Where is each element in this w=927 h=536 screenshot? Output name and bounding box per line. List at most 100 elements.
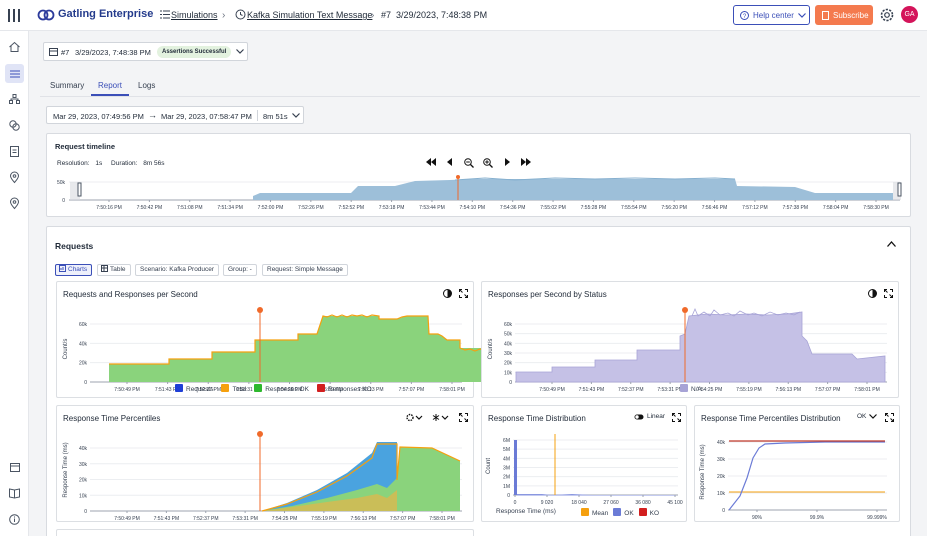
percentiles-y-tick: 30k xyxy=(79,462,88,468)
percentiles-y-tick: 0 xyxy=(84,509,87,515)
legend-item-ko[interactable]: Responses KO xyxy=(316,384,372,393)
packages-icon[interactable] xyxy=(7,118,22,133)
info-icon[interactable] xyxy=(7,512,22,527)
rps-legend: Requests Total Responses OK Responses KO xyxy=(175,384,372,393)
asterisk-dropdown[interactable] xyxy=(432,413,450,422)
settings-gear-icon[interactable] xyxy=(879,7,895,23)
document-icon[interactable] xyxy=(7,144,22,159)
legend-item-requests[interactable]: Requests xyxy=(175,384,213,393)
breadcrumb-simulations[interactable]: Simulations xyxy=(171,10,218,20)
range-divider xyxy=(257,110,258,121)
status-x-label: 7:55:19 PM xyxy=(736,387,762,393)
timeline-x-label: 7:57:38 PM xyxy=(782,205,808,211)
percentiles-x-label: 7:51:43 PM xyxy=(154,516,180,522)
timeline-area-jitter xyxy=(454,177,736,181)
user-avatar[interactable]: GA xyxy=(901,6,918,23)
legend-item-total[interactable]: Total xyxy=(221,384,246,393)
table-toggle-button[interactable]: Table xyxy=(97,264,131,276)
location-pin-icon[interactable] xyxy=(7,170,22,185)
svg-text:?: ? xyxy=(743,14,747,20)
distribution-chart[interactable]: Count 6M 5M 4M 3M 2M 1M 0 0 9 020 18 040 27 060 36… xyxy=(482,428,688,523)
tab-report[interactable]: Report xyxy=(98,81,123,90)
collapse-chevron-up-icon[interactable] xyxy=(887,241,896,247)
status-y-tick: 10k xyxy=(504,370,513,376)
legend-item-ok[interactable]: Responses OK xyxy=(254,384,309,393)
scenario-filter[interactable]: Scenario: Kafka Producer xyxy=(135,264,220,276)
calendar-icon[interactable] xyxy=(7,459,22,474)
mean-swatch xyxy=(581,508,589,516)
zoom-in-icon[interactable] xyxy=(483,158,493,168)
tabs-divider xyxy=(40,96,920,97)
help-center-button[interactable]: ? Help center xyxy=(733,5,810,25)
dist-y-tick: 6M xyxy=(503,438,510,444)
expand-icon[interactable] xyxy=(885,413,894,422)
organization-icon[interactable] xyxy=(7,91,22,106)
timeline-marker-head xyxy=(456,175,460,179)
percentiles-chart[interactable]: Response Time (ms) 40k 30k 20k 10k 0 7:50:49… xyxy=(57,428,475,523)
breadcrumb-simulation[interactable]: Kafka Simulation Text Message xyxy=(247,10,373,20)
linear-toggle[interactable]: Linear xyxy=(634,413,665,420)
tab-logs[interactable]: Logs xyxy=(138,81,156,90)
run-label: #7 xyxy=(61,48,70,57)
private-location-icon[interactable] xyxy=(7,196,22,211)
fast-forward-icon[interactable] xyxy=(521,158,531,168)
theme-toggle-icon[interactable] xyxy=(443,289,452,298)
timeline-handle-left[interactable] xyxy=(77,182,82,197)
arrow-right-icon: → xyxy=(148,110,157,120)
rps-x-label: 7:50:49 PM xyxy=(114,387,140,393)
legend-item-ok[interactable]: OK xyxy=(613,508,634,517)
distribution-tail xyxy=(517,494,676,496)
percentiles-distribution-panel: Response Time Percentiles Distribution O… xyxy=(694,405,900,522)
date-range-selector[interactable]: Mar 29, 2023, 07:49:56 PM → Mar 29, 2023… xyxy=(46,106,304,124)
percentiles-distribution-chart[interactable]: Response Time (ms) 40k 30k 20k 10k 0 90% 99.9… xyxy=(695,428,901,523)
status-marker-head xyxy=(682,307,688,313)
ko-swatch xyxy=(316,384,325,392)
timeline-x-label: 7:50:42 PM xyxy=(137,205,163,211)
status-y-tick: 40k xyxy=(504,341,513,347)
run-selector[interactable]: #7 3/29/2023, 7:48:38 PM Assertions Succ… xyxy=(43,42,248,61)
timeline-x-label: 7:52:26 PM xyxy=(298,205,324,211)
percentiles-mid-area xyxy=(262,490,397,511)
expand-icon[interactable] xyxy=(884,289,893,298)
breadcrumb-separator-icon: › xyxy=(371,10,375,21)
request-filter[interactable]: Request: Simple Message xyxy=(262,264,348,276)
rps-panel: Requests and Responses per Second Count/… xyxy=(56,281,508,398)
na-swatch xyxy=(680,384,688,392)
legend-item-ko[interactable]: KO xyxy=(638,508,659,517)
status-y-tick: 20k xyxy=(504,361,513,367)
legend-item-na[interactable]: N/A xyxy=(680,384,702,393)
timeline-x-label: 7:53:18 PM xyxy=(379,205,405,211)
home-icon[interactable] xyxy=(7,39,22,54)
step-backward-icon[interactable] xyxy=(445,158,455,168)
percentiles-y-tick: 10k xyxy=(79,493,88,499)
expand-icon[interactable] xyxy=(459,413,468,422)
dist-x-label: 45 100 xyxy=(667,500,683,506)
step-forward-icon[interactable] xyxy=(502,158,512,168)
book-icon[interactable] xyxy=(7,485,22,500)
rps-ok-area xyxy=(109,316,507,382)
timeline-chart[interactable]: 50k 0 7:50:16 PM 7:50:42 PM 7:51:08 PM 7:51… xyxy=(55,172,905,212)
charts-toggle-button[interactable]: Charts xyxy=(55,264,93,276)
legend-item-mean[interactable]: Mean xyxy=(581,508,608,517)
tab-summary[interactable]: Summary xyxy=(50,81,85,90)
subscribe-button[interactable]: Subscribe xyxy=(815,5,873,25)
simulations-nav-icon[interactable] xyxy=(5,64,24,83)
theme-toggle-icon[interactable] xyxy=(868,289,877,298)
timeline-handle-right[interactable] xyxy=(897,182,902,197)
timeline-x-label: 7:52:52 PM xyxy=(338,205,364,211)
percentiles-x-label: 7:54:25 PM xyxy=(272,516,298,522)
zoom-out-icon[interactable] xyxy=(464,158,474,168)
expand-icon[interactable] xyxy=(672,413,681,422)
settings-dropdown[interactable] xyxy=(406,413,424,422)
rps-x-label: 7:53:31 PM xyxy=(236,387,262,393)
ok-filter-dropdown[interactable]: OK xyxy=(857,413,878,420)
expand-icon[interactable] xyxy=(459,289,468,298)
fast-backward-icon[interactable] xyxy=(426,158,436,168)
breadcrumb-separator-icon: › xyxy=(222,10,226,21)
menu-icon[interactable] xyxy=(8,9,20,22)
ok-swatch xyxy=(613,508,622,516)
group-filter[interactable]: Group: - xyxy=(223,264,257,276)
dist-x-label: 0 xyxy=(514,500,517,506)
